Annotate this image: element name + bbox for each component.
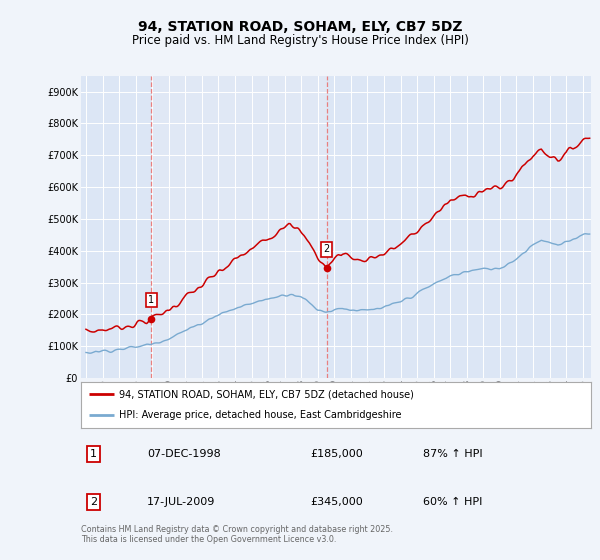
Text: 2: 2 <box>90 497 97 507</box>
Text: 87% ↑ HPI: 87% ↑ HPI <box>423 449 482 459</box>
Text: Contains HM Land Registry data © Crown copyright and database right 2025.
This d: Contains HM Land Registry data © Crown c… <box>81 525 393 544</box>
Text: £185,000: £185,000 <box>311 449 363 459</box>
Text: 1: 1 <box>90 449 97 459</box>
Text: Price paid vs. HM Land Registry's House Price Index (HPI): Price paid vs. HM Land Registry's House … <box>131 34 469 46</box>
Text: £345,000: £345,000 <box>311 497 363 507</box>
Text: 17-JUL-2009: 17-JUL-2009 <box>148 497 215 507</box>
Text: 07-DEC-1998: 07-DEC-1998 <box>148 449 221 459</box>
Text: 2: 2 <box>323 244 330 254</box>
Text: 60% ↑ HPI: 60% ↑ HPI <box>423 497 482 507</box>
Text: 1: 1 <box>148 295 154 305</box>
Bar <box>151 76 327 378</box>
Text: HPI: Average price, detached house, East Cambridgeshire: HPI: Average price, detached house, East… <box>119 410 402 421</box>
Text: 94, STATION ROAD, SOHAM, ELY, CB7 5DZ (detached house): 94, STATION ROAD, SOHAM, ELY, CB7 5DZ (d… <box>119 389 414 399</box>
Text: 94, STATION ROAD, SOHAM, ELY, CB7 5DZ: 94, STATION ROAD, SOHAM, ELY, CB7 5DZ <box>138 20 462 34</box>
